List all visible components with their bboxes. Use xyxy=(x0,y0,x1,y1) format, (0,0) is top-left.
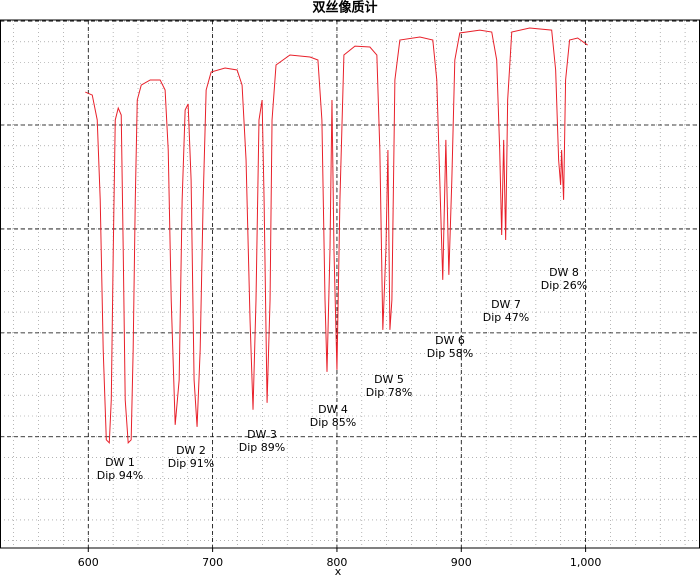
annotation: Dip 47% xyxy=(483,311,529,324)
chart-title: 双丝像质计 xyxy=(312,0,377,16)
annotation: Dip 91% xyxy=(168,457,214,470)
x-tick-label: 600 xyxy=(78,556,99,569)
annotation: DW 7 xyxy=(491,298,521,311)
annotation: Dip 85% xyxy=(310,416,356,429)
annotation: Dip 58% xyxy=(427,347,473,360)
data-line xyxy=(85,27,588,444)
annotation: DW 2 xyxy=(176,444,206,457)
annotation: DW 5 xyxy=(374,373,404,386)
annotation: DW 3 xyxy=(247,428,277,441)
annotation: Dip 89% xyxy=(239,441,285,454)
x-tick-label: 1,000 xyxy=(570,556,602,569)
annotation: DW 8 xyxy=(549,266,579,279)
x-tick-label: 700 xyxy=(202,556,223,569)
annotation: Dip 26% xyxy=(541,279,587,292)
annotation: DW 1 xyxy=(105,456,135,469)
x-tick-label: 800 xyxy=(326,556,347,569)
x-axis-label: x xyxy=(335,565,342,577)
annotation: Dip 94% xyxy=(97,469,143,482)
annotation: DW 4 xyxy=(318,403,348,416)
annotation: DW 6 xyxy=(435,334,465,347)
annotation: Dip 78% xyxy=(366,386,412,399)
x-tick-label: 900 xyxy=(451,556,472,569)
